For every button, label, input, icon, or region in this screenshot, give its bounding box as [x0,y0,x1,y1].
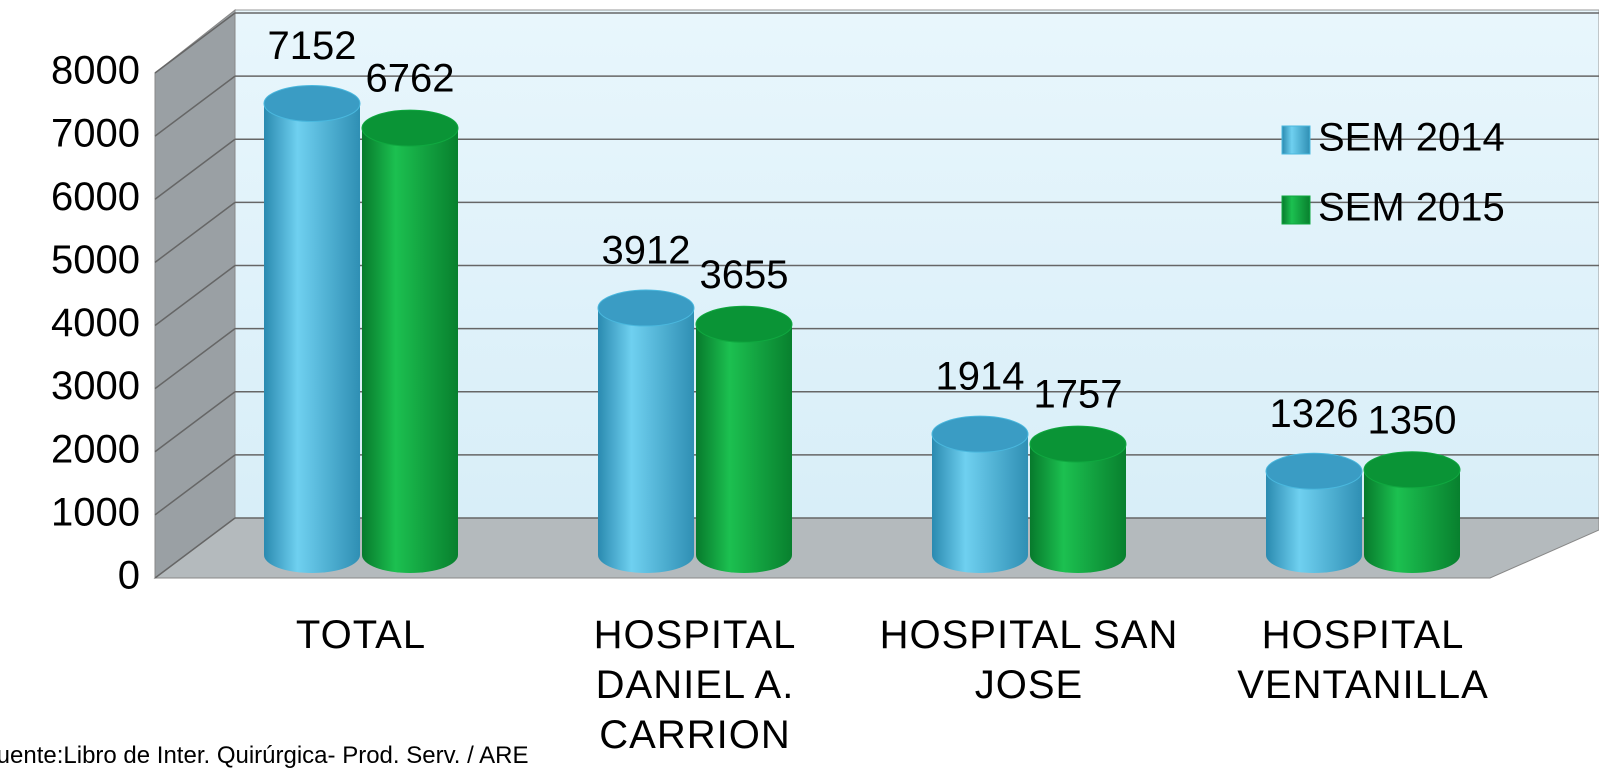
bar [361,109,459,573]
grid-line [154,264,236,327]
bar [263,85,361,573]
y-tick-label: 4000 [51,301,140,345]
bar [931,415,1029,573]
y-tick-label: 5000 [51,238,140,282]
grid-line [154,391,236,453]
bar-top [597,289,695,327]
bar [695,305,793,573]
grid-line [154,454,236,516]
y-tick-label: 1000 [51,490,140,534]
x-tick-label: HOSPITAL SAN JOSE [879,613,1179,707]
y-tick-label: 6000 [51,175,140,219]
grid-line [154,201,236,263]
x-tick-label: HOSPITAL VENTANILLA [1237,613,1489,707]
value-label: 1757 [1034,373,1123,417]
value-label: 1914 [936,355,1025,399]
grid-line [154,75,236,137]
bar-top [263,85,361,123]
bar [597,289,695,573]
legend-label: SEM 2014 [1318,116,1505,160]
grid-line [154,328,236,390]
grid-line [154,12,236,74]
bar-body [1364,469,1460,573]
bar-body [598,308,694,573]
bar [1265,452,1363,573]
value-label: 1350 [1368,398,1457,442]
x-tick-label: HOSPITAL DANIEL A. CARRION [593,613,797,757]
bar-body [1030,444,1126,573]
bar-body [1266,471,1362,573]
bar-top [1265,452,1363,490]
legend-swatch [1281,195,1311,225]
y-tick-label: 2000 [51,427,140,471]
bar-top [695,305,793,343]
bar-body [696,324,792,573]
y-tick-label: 7000 [51,112,140,156]
bar-body [264,103,360,573]
bar-body [932,434,1028,573]
legend-label: SEM 2015 [1318,186,1505,230]
bar-top [1363,451,1461,489]
bar-top [1029,425,1127,463]
value-label: 6762 [366,57,455,101]
bar [1363,451,1461,573]
grid-line [154,138,236,200]
legend-swatch [1281,125,1311,155]
bar-top [361,109,459,147]
y-tick-label: 8000 [51,49,140,93]
y-tick-label: 3000 [51,364,140,408]
bar-top [931,415,1029,453]
bar-body [362,128,458,573]
value-label: 1326 [1270,392,1359,436]
source-note: Fuente:Libro de Inter. Quirúrgica- Prod.… [0,742,529,769]
grid-line [154,517,236,579]
x-tick-label: TOTAL [295,613,427,657]
value-label: 3912 [602,229,691,273]
value-label: 7152 [268,24,357,68]
value-label: 3655 [700,253,789,297]
bar [1029,425,1127,573]
side-wall [154,8,236,579]
y-tick-label: 0 [118,554,140,598]
